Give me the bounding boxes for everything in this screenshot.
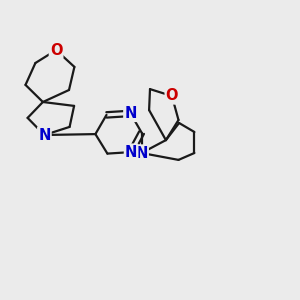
Text: N: N [124,106,137,121]
Text: N: N [38,128,51,142]
Text: O: O [50,43,62,58]
Text: O: O [166,88,178,104]
Text: N: N [125,145,137,160]
Text: N: N [135,146,148,160]
